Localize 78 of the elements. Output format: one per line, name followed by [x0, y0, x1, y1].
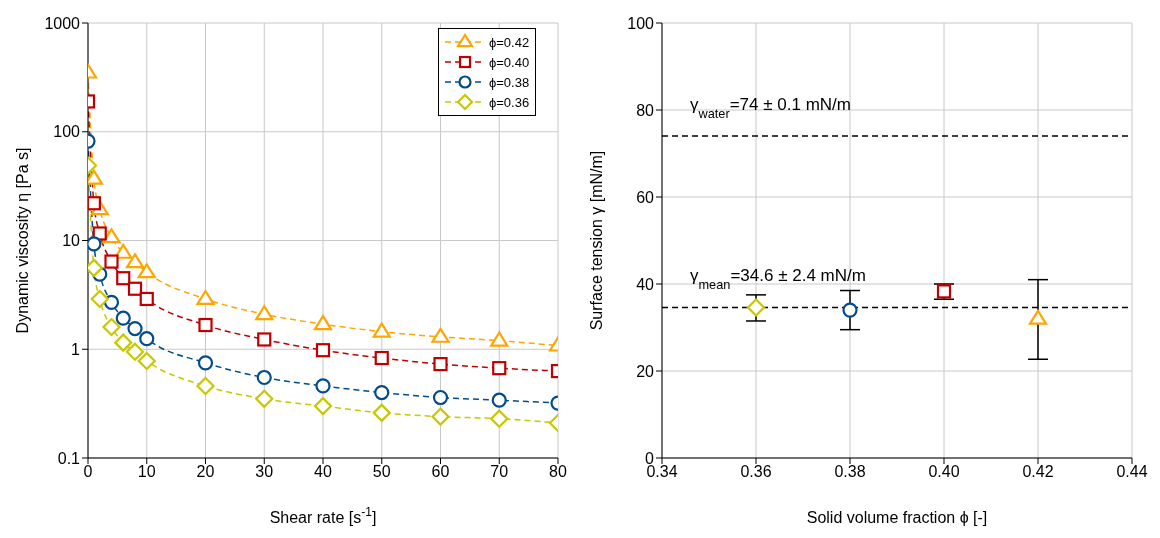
y-tick-label: 1 [71, 340, 81, 358]
x-tick-label: 30 [255, 463, 274, 481]
point [139, 291, 154, 307]
y-tick-label: 0.1 [57, 449, 81, 467]
point [114, 333, 133, 352]
point [432, 389, 449, 406]
x-tick-label: 60 [431, 463, 450, 481]
legend-label: ϕ=0.42 [489, 34, 530, 50]
legend-label: ϕ=0.36 [489, 94, 530, 110]
x-tick-label: 0.44 [1116, 463, 1148, 481]
x-tick-label: 0.40 [928, 463, 960, 481]
x-tick-label: 0.42 [1022, 463, 1054, 481]
x-axis-title: Solid volume fraction ϕ [-] [806, 509, 988, 526]
point [315, 378, 331, 394]
x-tick-label: 0.34 [646, 463, 678, 481]
point [104, 254, 119, 269]
y-tick-label: 80 [636, 101, 655, 119]
point [125, 342, 145, 361]
point [116, 271, 131, 286]
point [431, 327, 450, 343]
point [92, 226, 107, 241]
point [374, 384, 390, 401]
y-axis-title: Dynamic viscosity η [Pa s] [14, 147, 31, 334]
x-tick-label: 20 [196, 463, 215, 481]
point [372, 322, 391, 338]
point [490, 331, 509, 347]
point [125, 253, 145, 269]
point [431, 407, 450, 426]
point [490, 409, 509, 428]
x-tick-label: 80 [549, 463, 567, 481]
point [137, 263, 156, 279]
point [313, 397, 333, 416]
y-tick-label: 60 [636, 188, 655, 206]
point [255, 305, 274, 321]
y-tick-label: 10 [62, 232, 81, 250]
point [491, 392, 507, 408]
point [139, 331, 155, 347]
y-tick-label: 1000 [44, 14, 81, 32]
point [372, 403, 391, 422]
ref-line-label: γ$_{mean}$=34.6 ± 2.4 mN/m [690, 266, 866, 292]
x-tick-label: 40 [314, 463, 332, 481]
legend-label: ϕ=0.40 [489, 54, 530, 70]
y-tick-label: 100 [627, 14, 655, 32]
point [88, 236, 102, 252]
point [255, 389, 274, 408]
x-tick-label: 0.38 [834, 463, 866, 481]
y-tick-label: 20 [636, 362, 655, 380]
x-tick-label: 10 [137, 463, 156, 481]
point [313, 315, 333, 331]
point [197, 355, 214, 371]
ref-line-label: γ$_{water}$=74 ± 0.1 mN/m [690, 95, 851, 121]
point [103, 294, 120, 310]
point [115, 310, 131, 326]
x-tick-label: 70 [490, 463, 509, 481]
point [196, 376, 215, 396]
point [90, 289, 109, 309]
x-tick-label: 0.36 [740, 463, 772, 481]
point [127, 281, 143, 296]
point [127, 320, 143, 337]
y-tick-label: 40 [636, 275, 655, 293]
y-axis-title: Surface tension γ [mN/m] [588, 150, 605, 331]
y-tick-label: 100 [53, 123, 81, 141]
point [196, 289, 215, 305]
x-axis-title: Shear rate [s$^{-1}$] [269, 505, 377, 526]
point [374, 350, 389, 366]
point [257, 332, 272, 347]
point [492, 361, 507, 376]
point [102, 228, 121, 244]
point [433, 357, 448, 372]
legend-label: ϕ=0.38 [489, 74, 530, 90]
point [256, 369, 272, 386]
point [137, 351, 156, 371]
point [88, 196, 101, 211]
x-tick-label: 0 [83, 463, 93, 481]
point [315, 343, 331, 358]
point [102, 317, 121, 337]
point [198, 317, 213, 333]
x-tick-label: 50 [372, 463, 391, 481]
